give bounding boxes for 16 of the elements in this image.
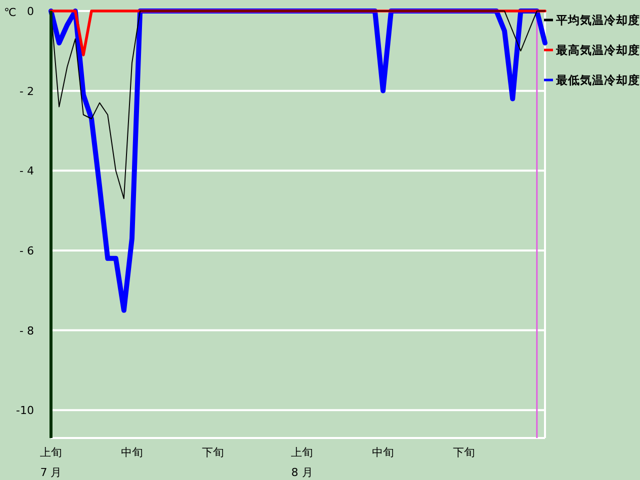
y-axis-title: ℃: [4, 6, 16, 19]
x-tick-label: 中旬: [372, 446, 394, 459]
x-tick-label: 下旬: [453, 446, 476, 459]
x-tick-label: 上旬 7 月: [40, 446, 62, 479]
y-tick-label: - 6: [20, 244, 34, 258]
y-tick-label: - 4: [20, 164, 34, 178]
x-tick-label: 下旬: [202, 446, 224, 459]
x-tick-label: 上旬 8 月: [291, 446, 314, 479]
y-tick-label: - 8: [20, 324, 34, 338]
y-tick-label: -10: [16, 404, 34, 418]
y-tick-label: 0: [27, 5, 34, 18]
legend-label: 平均気温冷却度: [555, 13, 640, 27]
legend-label: 最高気温冷却度: [555, 43, 640, 57]
y-tick-label: - 2: [20, 84, 34, 98]
x-tick-label: 中旬: [120, 446, 143, 459]
legend-label: 最低気温冷却度: [555, 73, 640, 87]
